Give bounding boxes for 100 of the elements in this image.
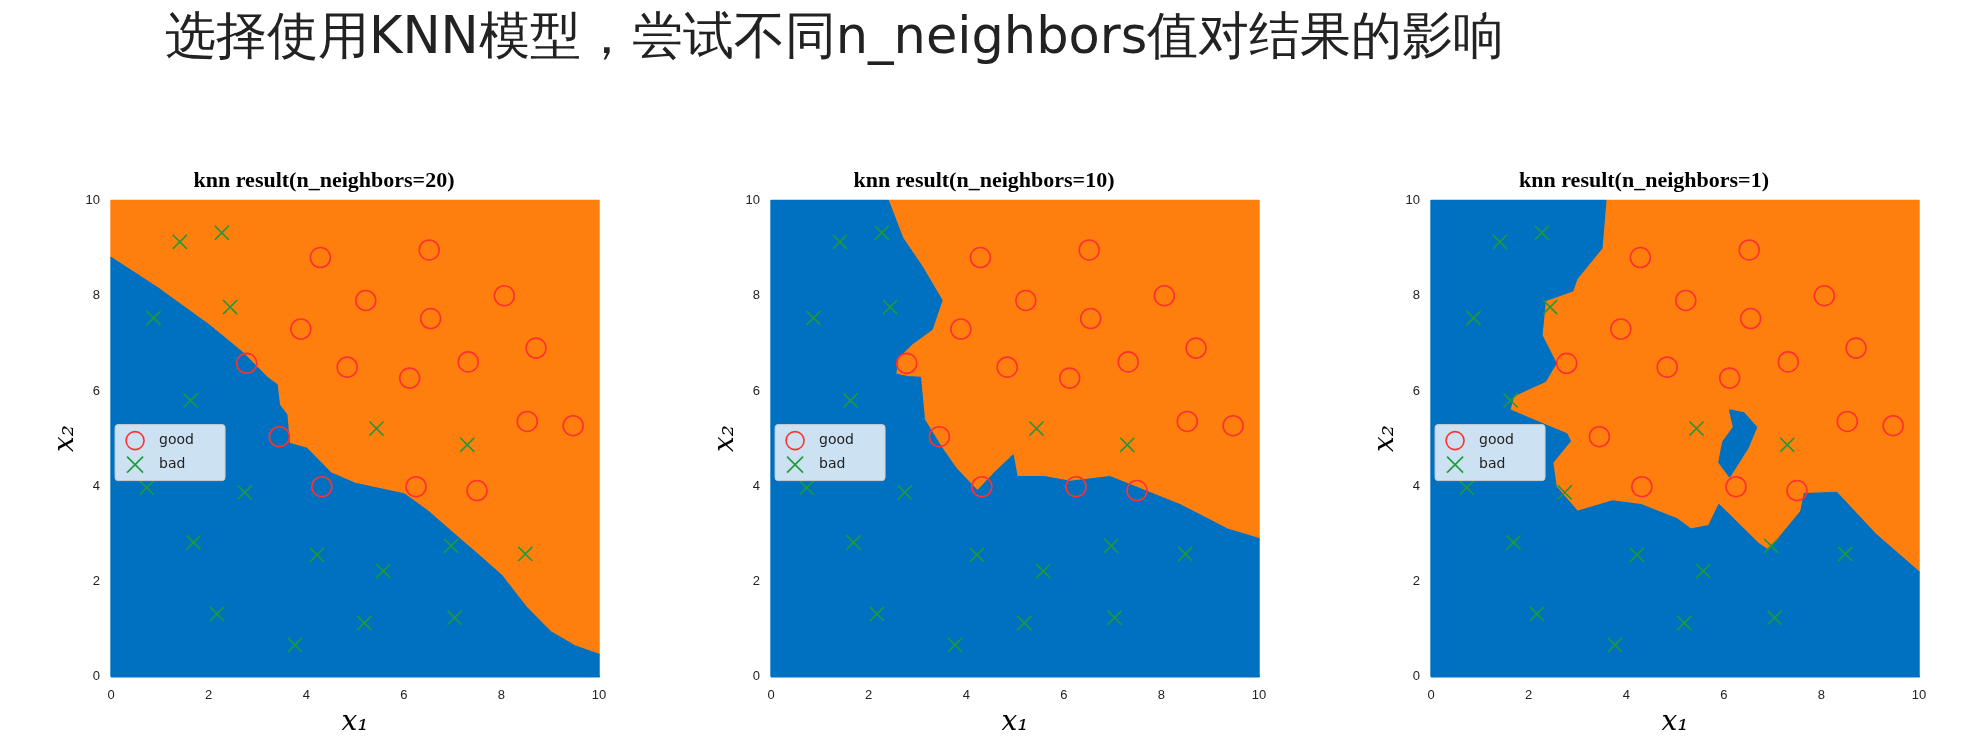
point [138,479,155,496]
point [222,299,238,315]
point [1126,479,1148,502]
x-tick-label: 2 [205,687,213,703]
point [928,425,951,448]
legend-label: good [159,431,194,448]
point [1222,414,1244,437]
point [1779,436,1796,453]
point [1177,546,1194,562]
y-tick-label: 0 [92,668,101,684]
point [1676,615,1693,631]
point [1836,410,1859,433]
point [466,479,488,502]
y-axis-title: x₂ [707,425,741,453]
point [562,414,584,437]
point [309,546,325,563]
point [845,534,862,551]
y-tick-label: 6 [1412,382,1421,398]
point [1035,563,1052,579]
point [443,537,460,554]
point [1813,284,1836,307]
point [1117,351,1140,373]
x-tick-label: 8 [1157,687,1166,703]
point [398,367,421,389]
x-tick-label: 10 [1911,687,1927,703]
point [235,352,258,375]
point [831,233,848,250]
point [1763,537,1780,554]
x-tick-label: 10 [591,687,607,703]
x-axis-title: x₁ [341,704,369,738]
point [1629,546,1645,563]
point [1766,609,1783,626]
y-tick-label: 0 [752,668,761,684]
point [1458,479,1475,496]
point [1556,484,1573,501]
point [1103,537,1120,554]
y-tick-label: 4 [752,477,761,493]
point [896,484,913,501]
point [842,392,859,409]
x-tick-label: 4 [302,687,310,703]
point [1465,310,1482,326]
point [1674,289,1697,312]
legend-label: good [1479,431,1514,448]
x-tick-label: 8 [1817,687,1826,703]
point [493,284,516,307]
point [309,246,332,269]
point [1505,534,1522,551]
x-tick-label: 4 [1622,687,1630,703]
x-tick-label: 6 [1720,687,1728,703]
point [1058,367,1081,389]
point [1153,284,1176,307]
point [1695,563,1712,579]
y-tick-label: 10 [1405,191,1421,207]
point [354,289,377,312]
point [356,615,373,631]
point [1529,606,1545,622]
point [213,224,230,241]
point [1739,307,1762,330]
y-tick-label: 6 [92,382,101,398]
point [446,609,463,626]
y-tick-label: 4 [92,477,101,493]
point [1065,475,1087,498]
y-tick-label: 6 [752,382,761,398]
y-tick-label: 2 [92,573,101,589]
point [1629,246,1652,269]
point [1786,479,1808,502]
y-tick-label: 0 [1412,668,1421,684]
point [882,299,898,315]
x-tick-label: 2 [1525,687,1533,703]
x-tick-label: 10 [1251,687,1267,703]
x-tick-label: 0 [107,687,115,703]
point [950,318,972,340]
legend-label: bad [819,455,846,472]
y-tick-label: 8 [1412,287,1421,303]
point [1725,475,1747,498]
point [1610,318,1632,340]
point [419,307,442,330]
point [459,436,476,453]
chart-title: knn result(n_neighbors=1) [1519,166,1769,192]
point [185,534,202,551]
point [1777,351,1800,373]
point [996,356,1019,378]
point [209,606,225,622]
x-tick-label: 8 [497,687,506,703]
point [1106,609,1123,626]
y-tick-label: 4 [1412,477,1421,493]
point [971,475,993,498]
y-tick-label: 2 [752,573,761,589]
point [1119,436,1136,453]
y-axis-title: x₂ [1367,425,1401,453]
point [895,352,918,375]
point [969,246,992,269]
point [405,475,427,498]
chart-title: knn result(n_neighbors=10) [853,166,1115,192]
x-tick-label: 4 [962,687,970,703]
y-tick-label: 8 [92,287,101,303]
point [368,420,385,437]
point [287,637,303,653]
point [1588,425,1611,448]
x-tick-label: 0 [767,687,775,703]
